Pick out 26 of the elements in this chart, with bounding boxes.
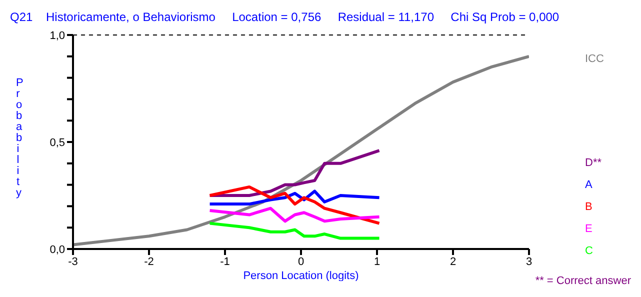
y-tick-label: 1,0 — [50, 30, 65, 42]
line-series — [208, 190, 381, 206]
line-series — [208, 149, 381, 197]
x-tick-label: -1 — [220, 256, 230, 268]
text: E — [585, 223, 594, 235]
text: ICC — [585, 53, 605, 65]
line-series — [208, 206, 381, 223]
text: C — [585, 245, 594, 257]
x-tick-label: 2 — [450, 256, 456, 268]
text: B — [585, 201, 594, 213]
text: D** — [585, 157, 603, 169]
y-tick-label: 0,0 — [50, 244, 65, 256]
x-tick-label: 3 — [526, 256, 532, 268]
y-tick-label: 0,5 — [50, 136, 65, 149]
line-series — [208, 185, 381, 225]
x-axis-title: Person Location (logits) — [243, 270, 359, 282]
x-tick-label: -3 — [68, 256, 78, 268]
x-tick-label: 1 — [374, 256, 380, 268]
text: A — [585, 179, 594, 191]
x-tick-label: 0 — [298, 256, 304, 268]
line-series — [73, 54, 529, 246]
text: Probability — [16, 77, 24, 199]
chart-title: Q21 Historicamente, o Behaviorismo Location = 0,756 Residual = 11,170 Chi Sq Prob = 0,000 — [10, 10, 560, 24]
x-tick-label: -2 — [144, 256, 154, 268]
line-series — [208, 222, 381, 240]
text: ** = Correct answer — [535, 275, 631, 287]
